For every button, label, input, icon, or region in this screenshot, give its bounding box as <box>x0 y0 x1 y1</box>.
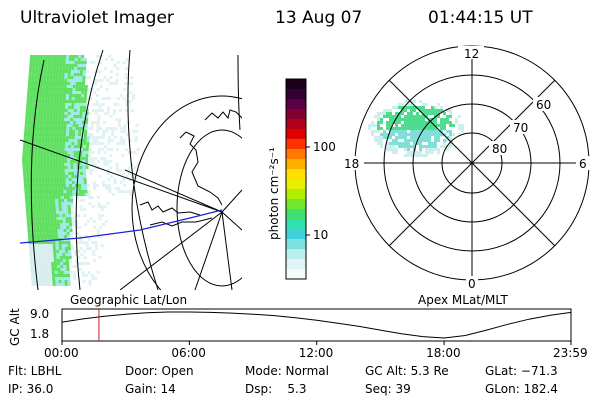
colorbar-cell <box>286 169 306 180</box>
info-field: Mode: Normal <box>245 364 329 378</box>
x-tick-label: 00:00 <box>44 346 79 360</box>
geo-meridian <box>237 54 241 131</box>
geo-radial-line <box>221 211 233 290</box>
satellite-track <box>20 209 223 244</box>
coastline <box>139 109 242 227</box>
geo-meridian <box>75 49 104 290</box>
geo-meridian <box>30 59 45 290</box>
colorbar-cell <box>286 159 306 170</box>
info-field: Door: Open <box>125 364 194 378</box>
altitude-plot: GC Alt 9.0 1.8 00:00 06:00 12:00 18:00 23:59 <box>8 307 588 360</box>
instrument-title: Ultraviolet Imager <box>20 8 174 28</box>
colorbar-cell <box>286 129 306 140</box>
geo-radial-line <box>194 211 223 290</box>
time-label: 01:44:15 UT <box>428 8 533 28</box>
mlat-label-70: 70 <box>513 121 528 135</box>
geo-lat-circle <box>131 95 242 290</box>
info-field: IP: 36.0 <box>8 382 54 396</box>
colorbar-cell <box>286 259 306 270</box>
y-tick-label: 9.0 <box>30 307 49 321</box>
x-tick-label: 18:00 <box>426 346 461 360</box>
geo-radial-line <box>20 139 223 213</box>
colorbar-cell <box>286 209 306 220</box>
colorbar-cell <box>286 179 306 190</box>
colorbar-cell <box>286 189 306 200</box>
date-label: 13 Aug 07 <box>275 8 363 28</box>
geo-meridian <box>127 49 159 290</box>
colorbar-cell <box>286 139 306 150</box>
mlt-label-6: 6 <box>579 157 587 171</box>
colorbar: 100 10 photon cm⁻²s⁻¹ <box>267 78 336 280</box>
x-tick-label: 06:00 <box>171 346 206 360</box>
geo-lat-circle <box>176 129 242 287</box>
colorbar-cell <box>286 109 306 120</box>
polar-aurora-emission <box>368 100 464 157</box>
colorbar-tick-100: 100 <box>313 140 336 154</box>
altitude-y-label: GC Alt <box>8 308 22 346</box>
geo-radial-line <box>119 211 223 290</box>
colorbar-cell <box>286 239 306 250</box>
altitude-series-line <box>61 311 572 339</box>
x-tick-label: 23:59 <box>553 346 588 360</box>
geo-panel-label: Geographic Lat/Lon <box>70 293 187 307</box>
colorbar-cell <box>286 219 306 230</box>
polar-diagonal <box>388 79 556 247</box>
polar-map: 12 18 6 0 60 70 80 Apex MLat/MLT <box>342 45 590 307</box>
colorbar-cell <box>286 119 306 130</box>
mlt-label-0: 0 <box>468 277 476 291</box>
x-ticks: 00:00 06:00 12:00 18:00 23:59 <box>44 341 588 360</box>
geo-radial-line <box>221 189 242 213</box>
info-field: Seq: 39 <box>365 382 411 396</box>
geo-radial-line <box>124 169 223 213</box>
colorbar-scale <box>286 79 306 280</box>
x-tick-label: 12:00 <box>299 346 334 360</box>
info-field: GC Alt: 5.3 Re <box>365 364 449 378</box>
colorbar-cell <box>286 229 306 240</box>
info-field: Dsp: 5.3 <box>245 382 307 396</box>
info-field: Flt: LBHL <box>8 364 62 378</box>
colorbar-cell <box>286 269 306 280</box>
colorbar-cell <box>286 249 306 260</box>
colorbar-tick-10: 10 <box>313 228 328 242</box>
colorbar-cell <box>286 79 306 90</box>
info-field: Gain: 14 <box>125 382 176 396</box>
colorbar-cell <box>286 149 306 160</box>
geo-aurora-emission <box>22 55 140 286</box>
mlat-label-80: 80 <box>492 142 507 156</box>
mlat-label-60: 60 <box>536 98 551 112</box>
colorbar-cell <box>286 199 306 210</box>
colorbar-cell <box>286 89 306 100</box>
info-field: GLon: 182.4 <box>485 382 558 396</box>
colorbar-frame <box>285 78 307 280</box>
geo-radial-line <box>221 211 242 231</box>
info-field: GLat: −71.3 <box>485 364 558 378</box>
colorbar-cell <box>286 99 306 110</box>
y-tick-label: 1.8 <box>30 327 49 341</box>
geographic-map: Geographic Lat/Lon <box>20 49 242 307</box>
mlt-label-18: 18 <box>344 157 359 171</box>
mlt-label-12: 12 <box>464 47 479 61</box>
colorbar-unit-label: photon cm⁻²s⁻¹ <box>267 147 281 240</box>
polar-panel-label: Apex MLat/MLT <box>418 293 508 307</box>
